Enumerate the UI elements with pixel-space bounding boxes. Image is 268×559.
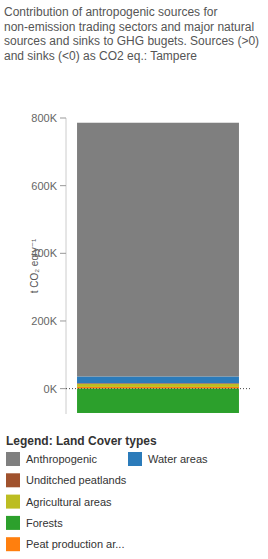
bar-segment[interactable] xyxy=(77,123,239,377)
bar-segment[interactable] xyxy=(77,376,239,383)
legend-swatch xyxy=(6,516,20,530)
legend-label: Forests xyxy=(26,517,63,529)
bar-segment[interactable] xyxy=(77,387,239,389)
bar-segment[interactable] xyxy=(77,389,239,413)
legend-swatch xyxy=(6,452,20,466)
legend-label: Water areas xyxy=(148,453,208,465)
legend-label: Anthropogenic xyxy=(26,453,97,465)
y-tick xyxy=(60,388,66,389)
chart: Contribution of antropogenic sources for… xyxy=(0,0,268,559)
y-tick xyxy=(60,320,66,321)
y-tick xyxy=(60,185,66,186)
legend-swatch xyxy=(6,495,20,509)
zero-line xyxy=(66,388,250,389)
title: Contribution of antropogenic sources for… xyxy=(4,5,259,63)
y-tick-label: 800K xyxy=(31,112,57,124)
bar-segment[interactable] xyxy=(77,384,239,387)
legend-item[interactable]: Peat production ar... xyxy=(6,537,124,551)
legend-item[interactable]: Anthropogenic xyxy=(6,452,97,466)
y-tick-label: 600K xyxy=(31,180,57,192)
legend-swatch xyxy=(128,452,142,466)
bars xyxy=(77,123,239,413)
legend-item[interactable]: Water areas xyxy=(128,452,208,466)
legend-swatch xyxy=(6,473,20,487)
legend-label: Peat production ar... xyxy=(26,538,124,550)
legend-title: Legend: Land Cover types xyxy=(6,434,157,448)
y-tick-label: 0K xyxy=(44,383,58,395)
legend-item[interactable]: Forests xyxy=(6,516,63,530)
y-axis-label: t CO₂ eq y⁻¹ xyxy=(29,238,40,293)
y-tick xyxy=(60,118,66,119)
legend-item[interactable]: Unditched peatlands xyxy=(6,473,127,487)
y-tick xyxy=(60,253,66,254)
legend-item[interactable]: Agricultural areas xyxy=(6,495,112,509)
y-tick-label: 200K xyxy=(31,315,57,327)
y-axis-line xyxy=(66,118,67,414)
y-tick-label: 400K xyxy=(31,247,57,259)
legend-label: Agricultural areas xyxy=(26,496,112,508)
legend-label: Unditched peatlands xyxy=(26,474,127,486)
legend-swatch xyxy=(6,537,20,551)
